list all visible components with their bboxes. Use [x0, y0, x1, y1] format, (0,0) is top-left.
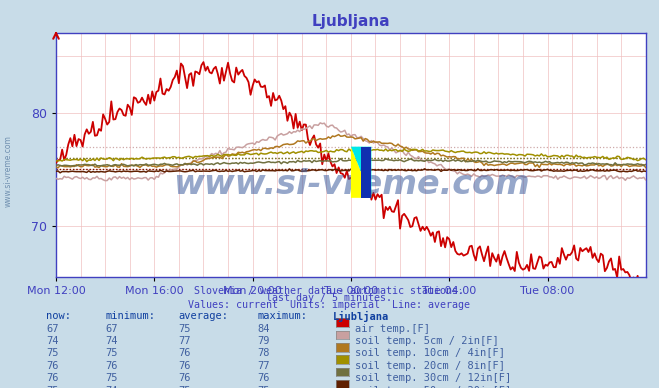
Text: 76: 76	[105, 361, 118, 371]
Text: 75: 75	[257, 386, 270, 388]
Text: 75: 75	[178, 386, 190, 388]
Text: average:: average:	[178, 311, 228, 321]
Text: now:: now:	[46, 311, 71, 321]
Text: 74: 74	[105, 336, 118, 346]
Text: 76: 76	[46, 361, 59, 371]
Text: 67: 67	[105, 324, 118, 334]
Text: maximum:: maximum:	[257, 311, 307, 321]
Text: www.si-vreme.com: www.si-vreme.com	[173, 168, 529, 201]
Polygon shape	[351, 147, 372, 198]
Polygon shape	[351, 147, 372, 198]
Text: 74: 74	[105, 386, 118, 388]
Text: 67: 67	[46, 324, 59, 334]
Title: Ljubljana: Ljubljana	[312, 14, 390, 29]
Text: 77: 77	[257, 361, 270, 371]
Text: Slovenia / weather data - automatic stations.: Slovenia / weather data - automatic stat…	[194, 286, 465, 296]
Text: last day / 5 minutes.: last day / 5 minutes.	[266, 293, 393, 303]
Text: 75: 75	[105, 348, 118, 359]
Text: air temp.[F]: air temp.[F]	[355, 324, 430, 334]
Text: 75: 75	[105, 373, 118, 383]
Text: 74: 74	[46, 336, 59, 346]
Text: 75: 75	[46, 348, 59, 359]
Text: 76: 76	[178, 348, 190, 359]
Text: soil temp. 5cm / 2in[F]: soil temp. 5cm / 2in[F]	[355, 336, 498, 346]
Text: soil temp. 20cm / 8in[F]: soil temp. 20cm / 8in[F]	[355, 361, 505, 371]
Text: 78: 78	[257, 348, 270, 359]
Text: 75: 75	[46, 386, 59, 388]
Text: Values: current  Units: imperial  Line: average: Values: current Units: imperial Line: av…	[188, 300, 471, 310]
Text: 76: 76	[257, 373, 270, 383]
Text: 76: 76	[178, 361, 190, 371]
Text: 76: 76	[178, 373, 190, 383]
Text: 84: 84	[257, 324, 270, 334]
Text: 79: 79	[257, 336, 270, 346]
Text: soil temp. 10cm / 4in[F]: soil temp. 10cm / 4in[F]	[355, 348, 505, 359]
Text: minimum:: minimum:	[105, 311, 156, 321]
Text: 76: 76	[46, 373, 59, 383]
Text: 77: 77	[178, 336, 190, 346]
Text: soil temp. 30cm / 12in[F]: soil temp. 30cm / 12in[F]	[355, 373, 511, 383]
Text: soil temp. 50cm / 20in[F]: soil temp. 50cm / 20in[F]	[355, 386, 511, 388]
Text: 75: 75	[178, 324, 190, 334]
Text: Ljubljana: Ljubljana	[333, 311, 389, 322]
Text: www.si-vreme.com: www.si-vreme.com	[3, 135, 13, 207]
Polygon shape	[361, 147, 372, 198]
